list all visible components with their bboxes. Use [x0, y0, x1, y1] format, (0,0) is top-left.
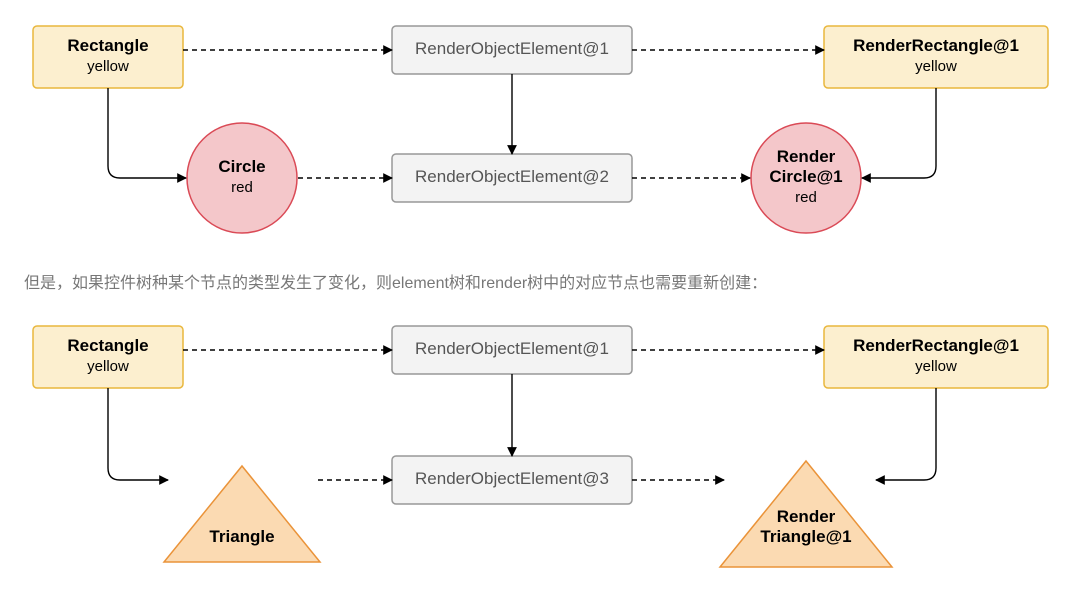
node-label: yellow: [87, 58, 129, 75]
caption-text: 但是，如果控件树种某个节点的类型发生了变化，则element树和render树中…: [24, 273, 767, 292]
node-label: RenderRectangle@1: [853, 336, 1019, 355]
node-label: Triangle: [209, 527, 274, 546]
node-roe2: RenderObjectElement@2: [392, 154, 632, 202]
edge: [108, 388, 168, 480]
node-label: RenderObjectElement@2: [415, 167, 609, 186]
node-rrect1: RenderRectangle@1 yellow: [824, 26, 1048, 88]
node-label: yellow: [915, 358, 957, 375]
node-roe1: RenderObjectElement@1: [392, 26, 632, 74]
edge: [876, 388, 936, 480]
node-label: yellow: [87, 358, 129, 375]
node-label: Circle@1: [769, 167, 842, 186]
node-roe1b: RenderObjectElement@1: [392, 326, 632, 374]
node-label: Triangle@1: [760, 527, 851, 546]
node-tri1: Triangle: [164, 466, 320, 562]
edge: [108, 88, 186, 178]
node-label: yellow: [915, 58, 957, 75]
node-label: Circle: [218, 157, 265, 176]
edge: [862, 88, 936, 178]
node-rect2: Rectangle yellow: [33, 326, 183, 388]
node-rcircle1: RenderCircle@1 red: [751, 123, 861, 233]
node-roe3: RenderObjectElement@3: [392, 456, 632, 504]
node-label: RenderObjectElement@3: [415, 469, 609, 488]
node-rtri1: RenderTriangle@1: [720, 461, 892, 567]
node-rect1: Rectangle yellow: [33, 26, 183, 88]
node-label: RenderRectangle@1: [853, 36, 1019, 55]
diagram-canvas: Rectangle yellow RenderObjectElement@1 Rend…: [0, 0, 1080, 601]
node-label: red: [795, 189, 817, 206]
node-label: RenderObjectElement@1: [415, 39, 609, 58]
node-circle1: Circle red: [187, 123, 297, 233]
node-label: red: [231, 179, 253, 196]
node-label: RenderObjectElement@1: [415, 339, 609, 358]
node-rrect1b: RenderRectangle@1 yellow: [824, 326, 1048, 388]
node-label: Rectangle: [67, 36, 148, 55]
node-label: Rectangle: [67, 336, 148, 355]
node-label: Render: [777, 147, 836, 166]
node-label: Render: [777, 507, 836, 526]
